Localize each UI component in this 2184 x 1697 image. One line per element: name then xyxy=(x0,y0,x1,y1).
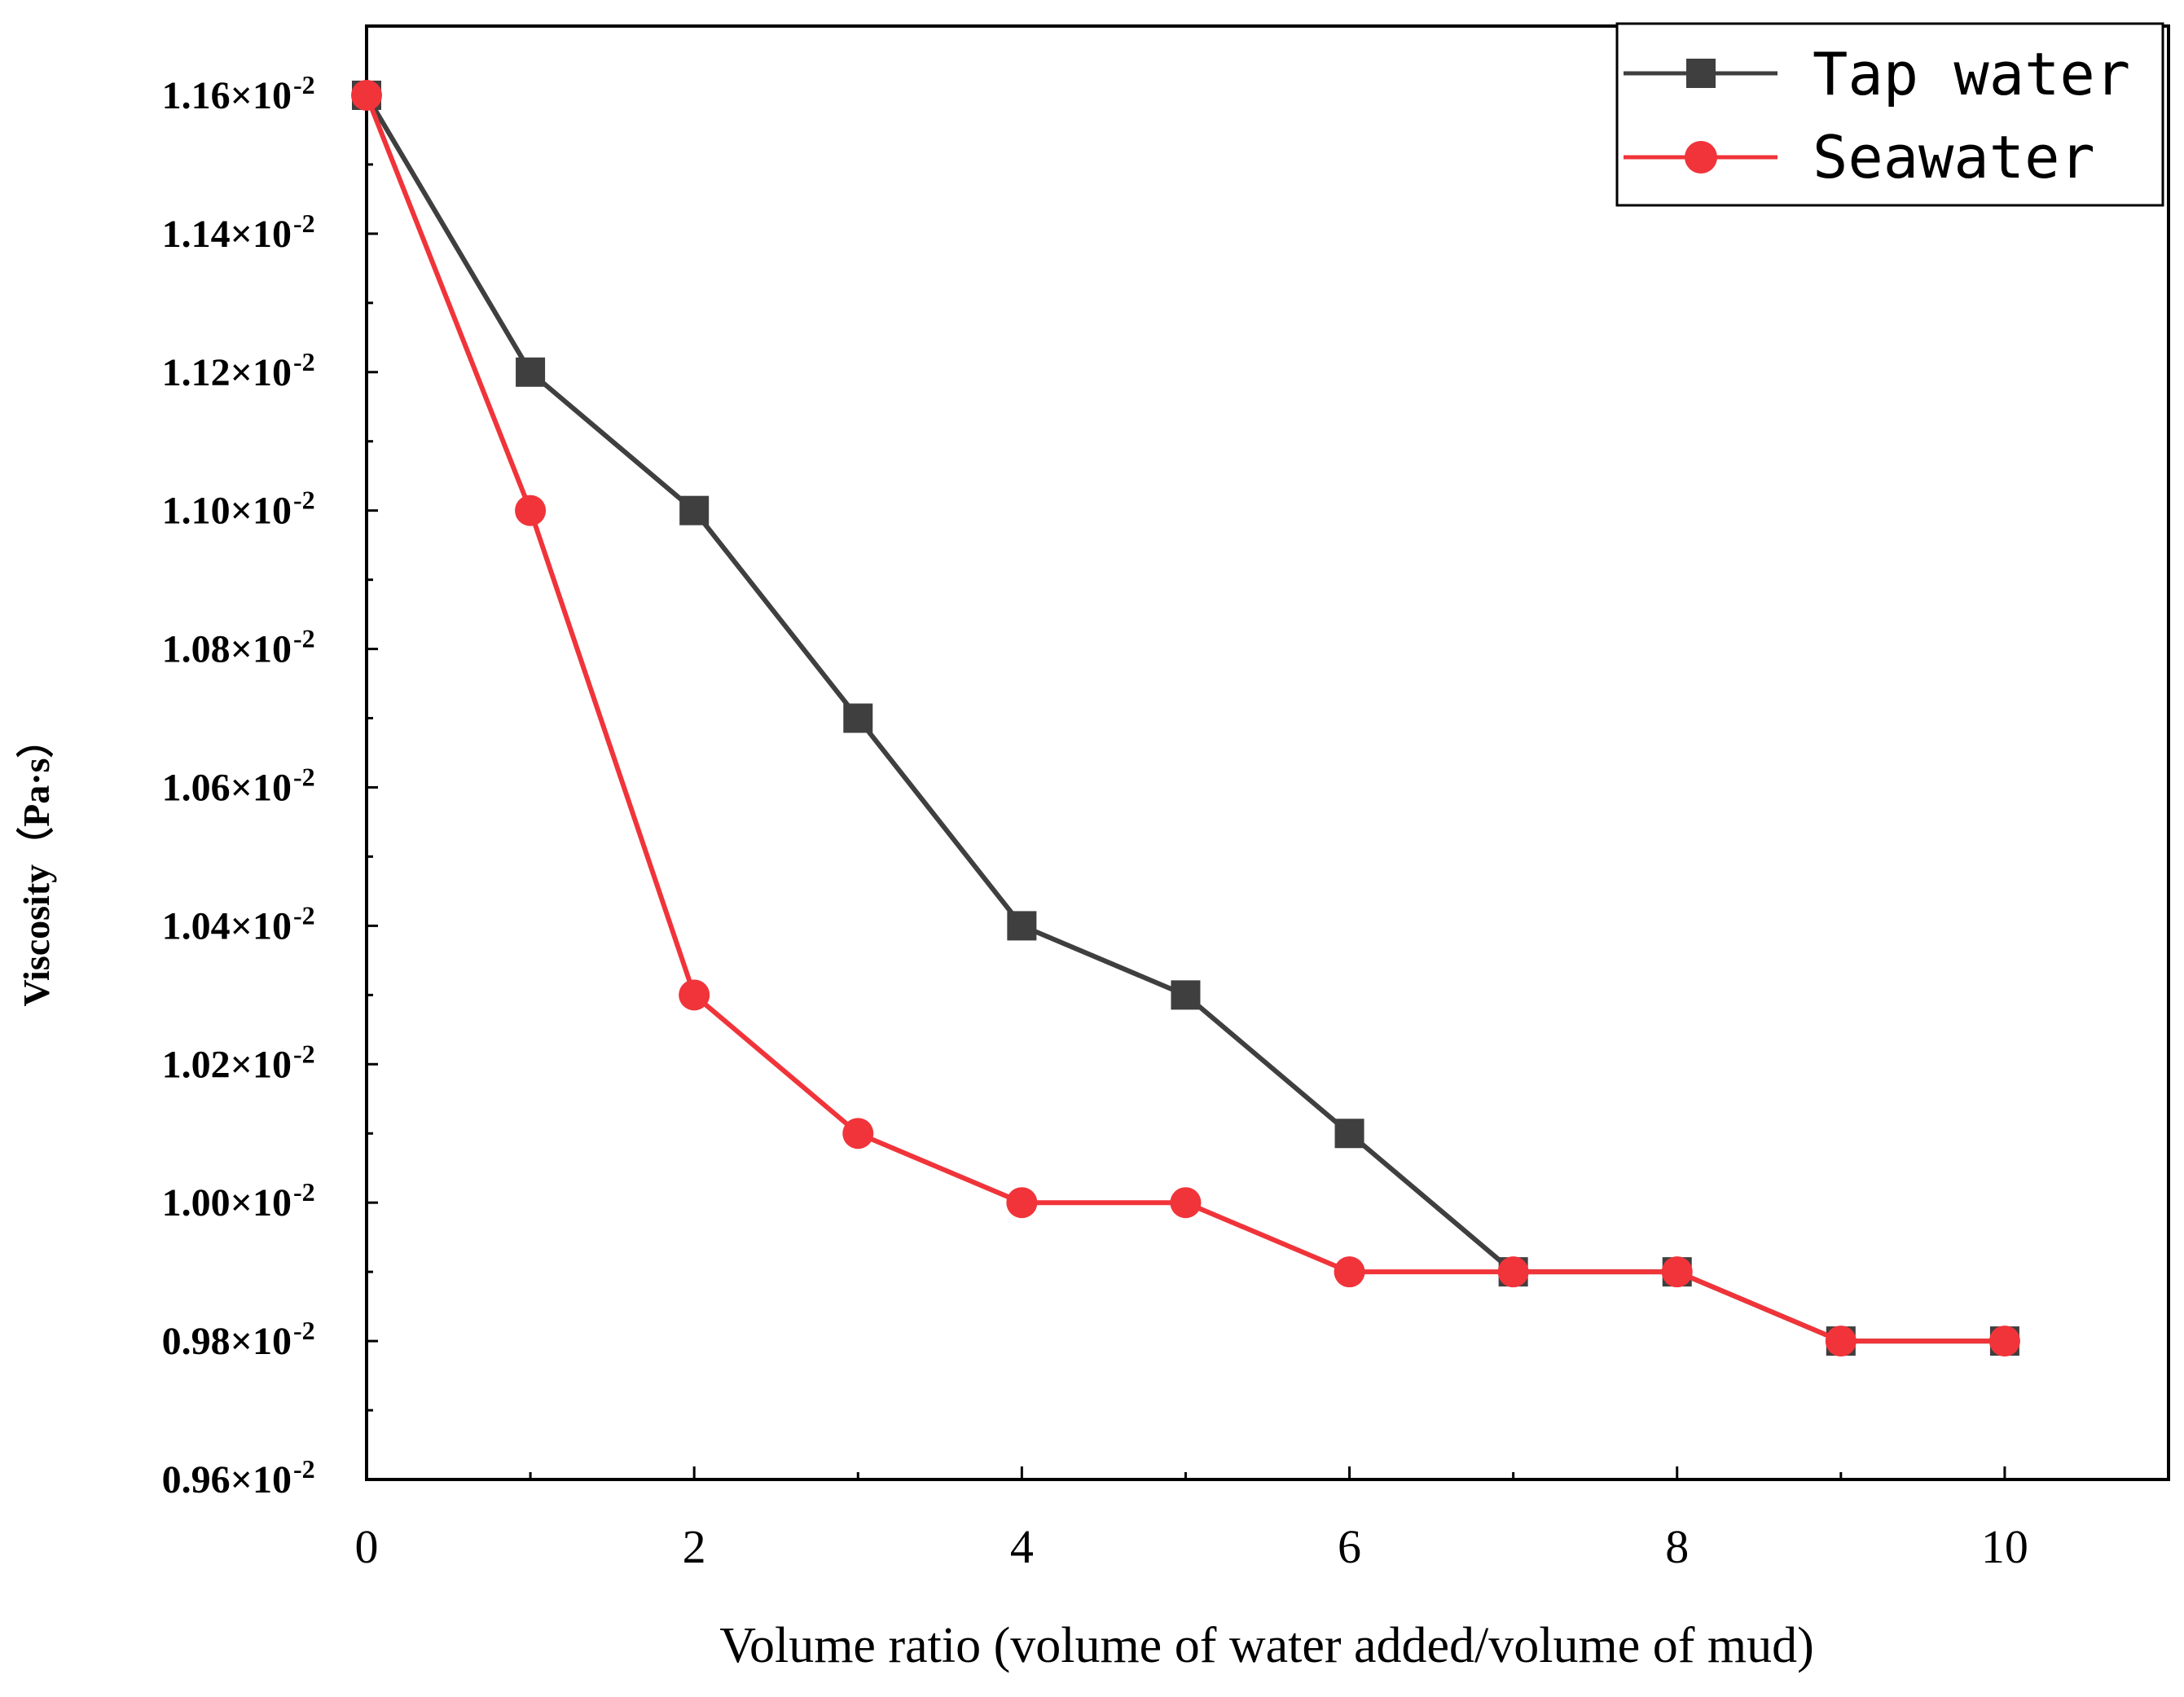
data-point-tap-water xyxy=(843,703,873,733)
x-tick-label: 0 xyxy=(355,1520,379,1573)
x-tick-label: 10 xyxy=(1981,1520,2028,1573)
data-point-tap-water xyxy=(679,495,710,525)
y-tick-exponent: -2 xyxy=(293,900,315,930)
legend-frame xyxy=(1615,22,2164,207)
data-point-tap-water xyxy=(516,357,546,387)
legend-label-seawater: Seawater xyxy=(1813,123,2095,191)
legend-marker-square xyxy=(1686,59,1716,88)
y-tick-exponent: -2 xyxy=(293,486,315,515)
data-point-seawater xyxy=(1334,1256,1365,1288)
data-point-seawater xyxy=(1497,1256,1529,1288)
y-tick-exponent: -2 xyxy=(293,70,315,99)
x-tick-label: 6 xyxy=(1338,1520,1361,1573)
y-tick-label: 0.98×10 xyxy=(162,1320,292,1363)
data-point-seawater xyxy=(842,1118,874,1150)
x-axis-title: Volume ratio (volume of water added/volu… xyxy=(719,1618,1814,1673)
y-tick-exponent: -2 xyxy=(293,1177,315,1207)
x-axis-ticks: 0 2 4 6 8 10 xyxy=(355,1466,2170,1573)
y-tick-exponent: -2 xyxy=(293,1316,315,1345)
data-point-seawater xyxy=(515,495,547,526)
y-tick-label: 1.14×10 xyxy=(162,213,292,256)
y-tick-exponent: -2 xyxy=(293,209,315,238)
y-tick-exponent: -2 xyxy=(293,624,315,653)
y-tick-label: 0.96×10 xyxy=(162,1458,292,1501)
x-tick-label: 8 xyxy=(1665,1520,1689,1573)
y-tick-label: 1.00×10 xyxy=(162,1181,292,1224)
y-tick-exponent: -2 xyxy=(293,1454,315,1484)
y-tick-exponent: -2 xyxy=(293,347,315,376)
data-point-seawater xyxy=(1170,1187,1202,1219)
data-point-seawater xyxy=(1006,1187,1038,1219)
data-point-tap-water xyxy=(1007,911,1037,941)
x-tick-label: 4 xyxy=(1010,1520,1034,1573)
y-axis-title: Viscosity（Pa·s） xyxy=(15,721,57,1007)
legend-label-tap-water: Tap water xyxy=(1813,40,2130,108)
data-point-tap-water xyxy=(1171,980,1201,1010)
data-point-seawater xyxy=(1661,1256,1693,1288)
legend: Tap water Seawater xyxy=(1615,22,2164,207)
y-tick-exponent: -2 xyxy=(293,1039,315,1068)
data-point-seawater xyxy=(1988,1326,2020,1357)
data-point-seawater xyxy=(679,979,710,1011)
y-tick-label: 1.08×10 xyxy=(162,628,292,671)
x-tick-label: 2 xyxy=(683,1520,706,1573)
data-point-seawater xyxy=(1825,1326,1857,1357)
series-line-tap-water xyxy=(364,94,2005,1344)
series-line-seawater xyxy=(364,94,2005,1344)
plot-frame xyxy=(365,24,2170,1481)
data-point-seawater xyxy=(351,79,382,111)
y-tick-label: 1.16×10 xyxy=(162,74,292,117)
y-tick-label: 1.04×10 xyxy=(162,904,292,947)
legend-marker-circle xyxy=(1685,141,1717,174)
y-tick-label: 1.10×10 xyxy=(162,490,292,533)
y-tick-label: 1.02×10 xyxy=(162,1043,292,1086)
y-tick-label: 1.12×10 xyxy=(162,351,292,394)
series-layer xyxy=(351,79,2020,1357)
y-axis-ticks: 0.96×10 -20.98×10 -21.00×10 -21.02×10 -21.04… xyxy=(162,70,378,1501)
y-tick-label: 1.06×10 xyxy=(162,766,292,809)
y-tick-exponent: -2 xyxy=(293,762,315,791)
data-point-tap-water xyxy=(1334,1119,1364,1149)
